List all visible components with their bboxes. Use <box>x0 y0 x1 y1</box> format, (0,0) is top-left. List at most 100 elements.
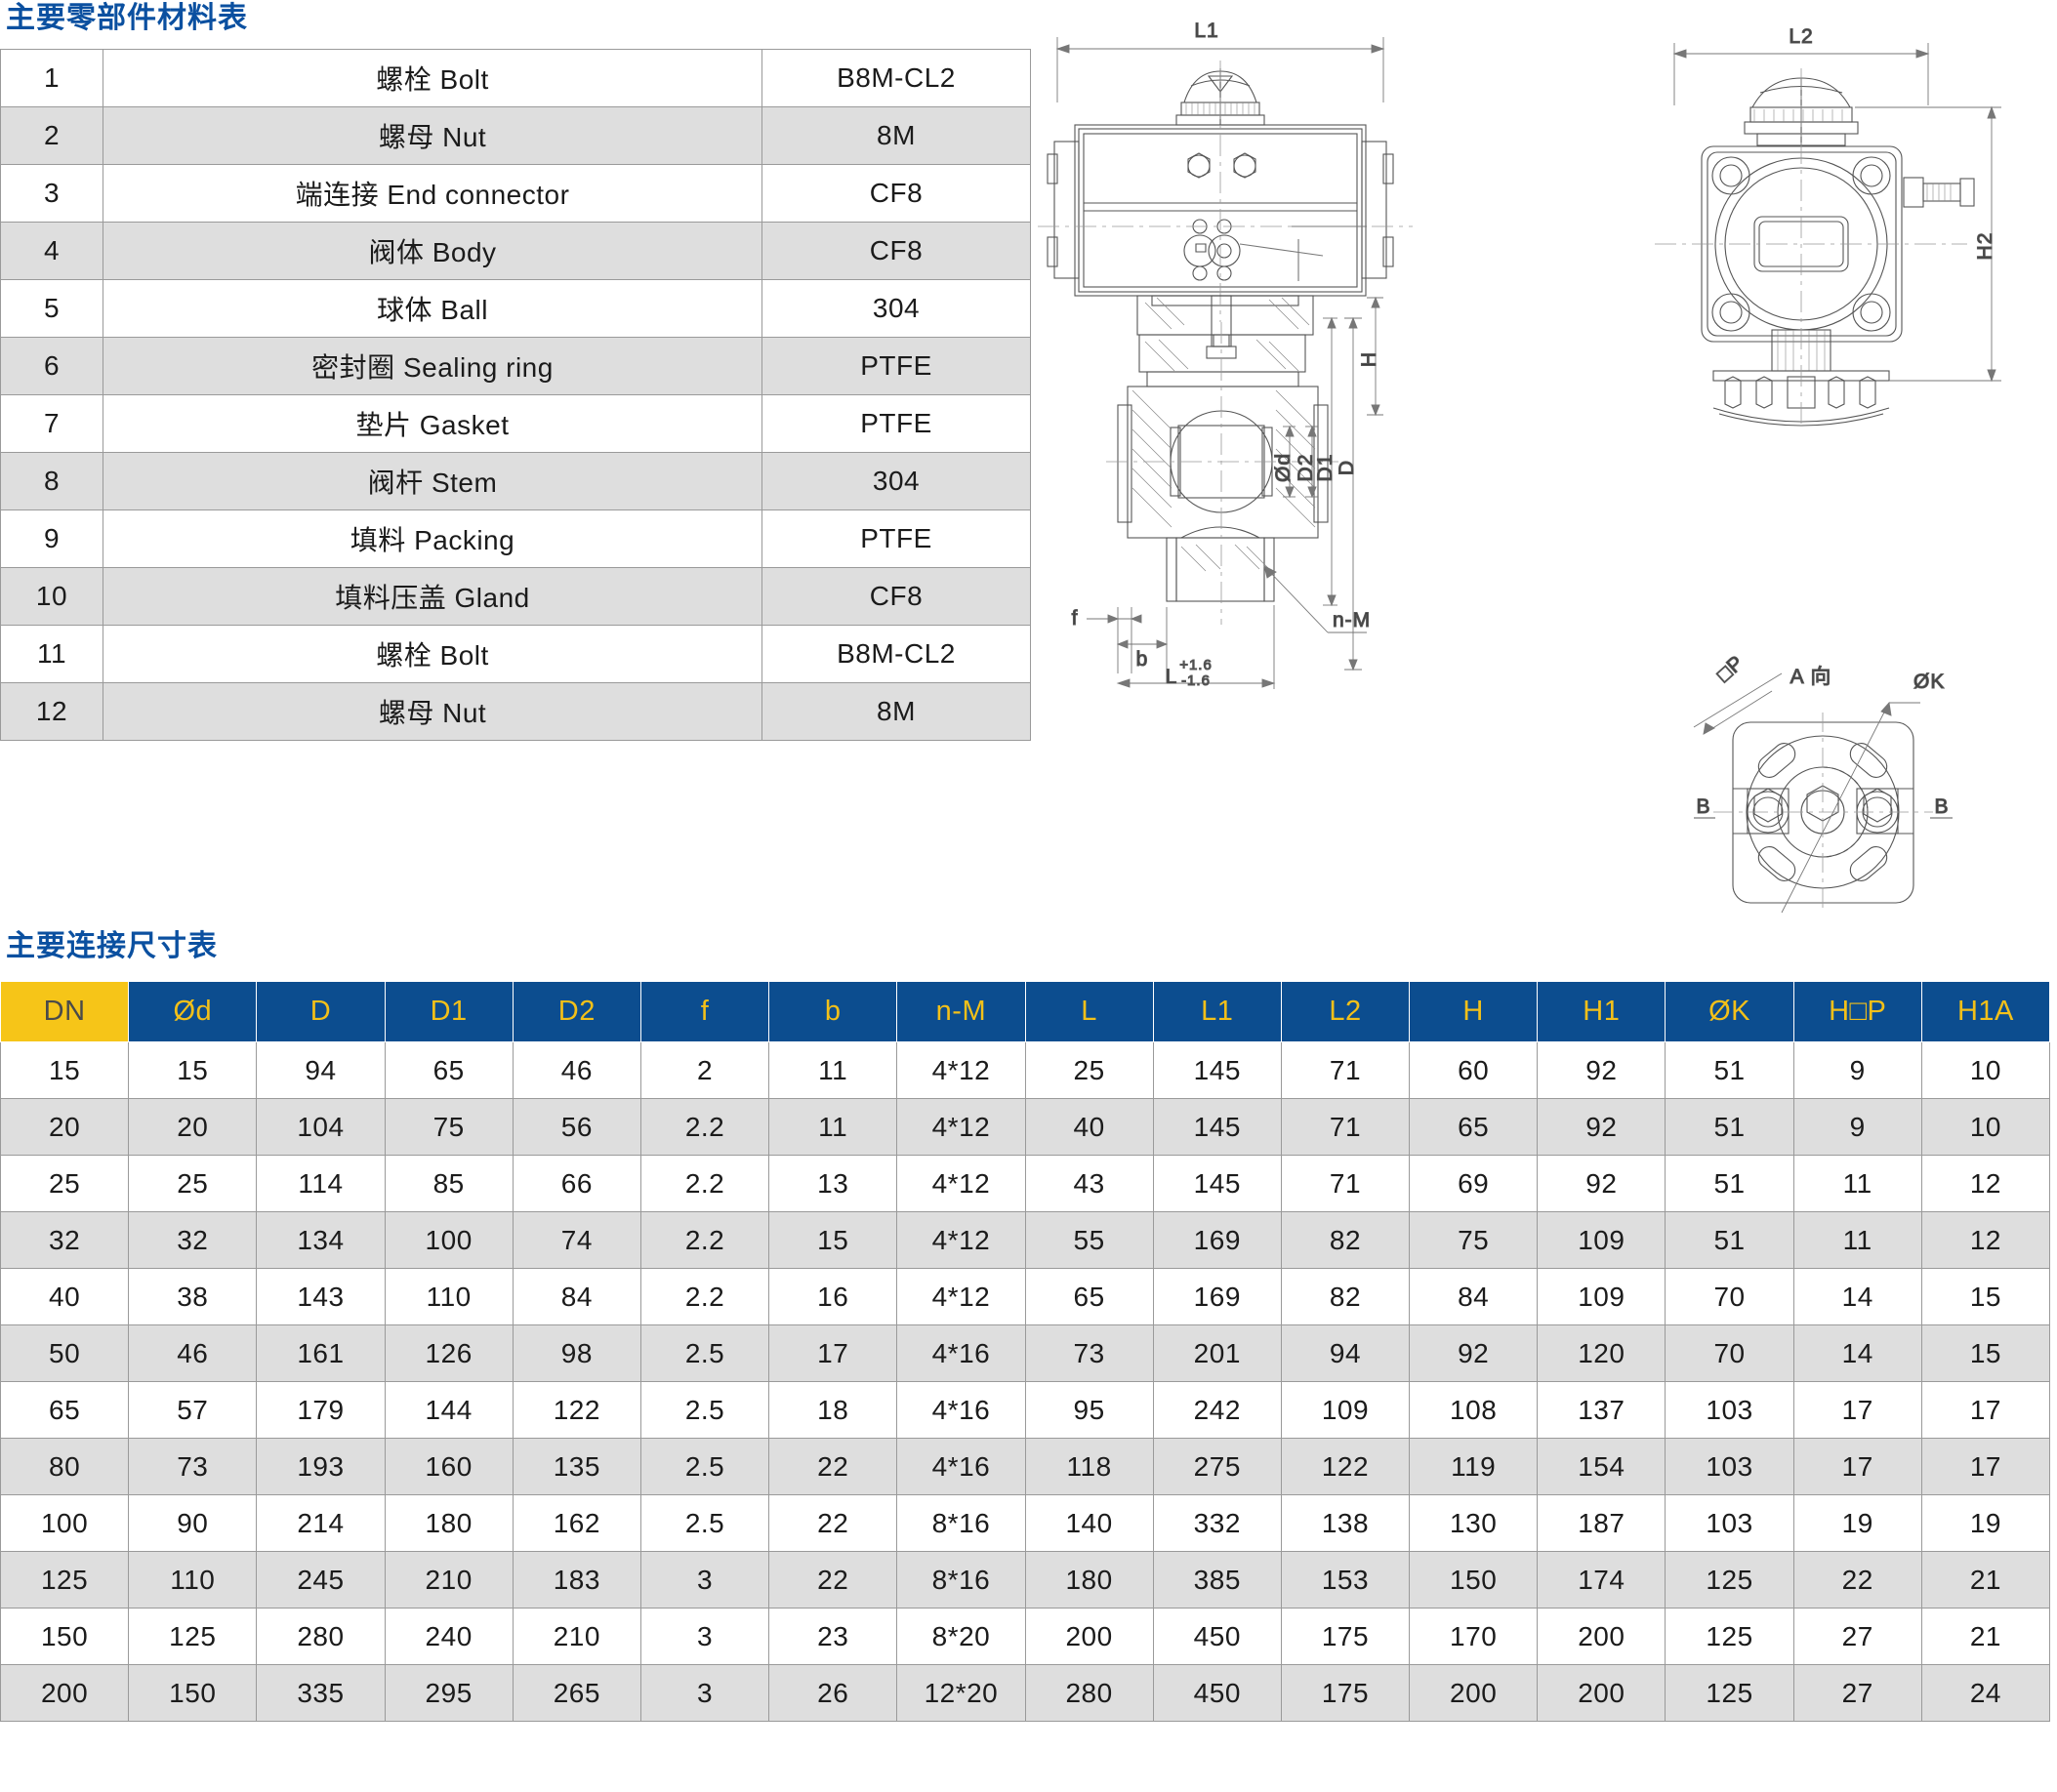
dimensions-value-cell: 25 <box>128 1155 258 1212</box>
dimensions-value-cell: 40 <box>1024 1098 1154 1156</box>
materials-table-row: 8 阀杆 Stem 304 <box>0 452 1031 510</box>
material-name-cell: 螺母 Nut <box>103 682 762 741</box>
dimensions-value-cell: 200 <box>1409 1664 1539 1722</box>
dimensions-value-cell: 98 <box>512 1324 641 1382</box>
material-index-cell: 6 <box>0 337 103 395</box>
dimensions-value-cell: 4*12 <box>896 1268 1026 1325</box>
materials-section: 主要零部件材料表 1 螺栓 Bolt B8M-CL2 2 螺母 Nut 8M 3 端连接 En… <box>0 0 1035 741</box>
dimensions-value-cell: 18 <box>768 1381 898 1439</box>
dimensions-value-cell: 109 <box>1537 1211 1666 1269</box>
dimensions-value-cell: 92 <box>1537 1098 1666 1156</box>
dimensions-value-cell: 385 <box>1152 1551 1282 1609</box>
dim-stack-right <box>1283 296 1383 672</box>
dimensions-value-cell: 140 <box>1024 1494 1154 1552</box>
dimensions-table-row: 200 150 335 295 265 3 26 12*20 280 450 175 200 200 12… <box>0 1664 2051 1722</box>
dimensions-value-cell: 200 <box>1537 1608 1666 1665</box>
dimensions-value-cell: 73 <box>128 1438 258 1495</box>
material-value-cell: 304 <box>761 279 1031 338</box>
dimensions-value-cell: 21 <box>1920 1551 2051 1609</box>
material-value-cell: CF8 <box>761 567 1031 626</box>
material-index-cell: 4 <box>0 222 103 280</box>
dimensions-value-cell: 145 <box>1152 1098 1282 1156</box>
dimensions-value-cell: 92 <box>1537 1041 1666 1099</box>
dimensions-dn-cell: 125 <box>0 1551 130 1609</box>
dimensions-value-cell: 180 <box>384 1494 514 1552</box>
dimensions-value-cell: 46 <box>128 1324 258 1382</box>
material-name-cell: 垫片 Gasket <box>103 394 762 453</box>
dimensions-value-cell: 8*16 <box>896 1494 1026 1552</box>
material-index-cell: 11 <box>0 625 103 683</box>
dimensions-value-cell: 103 <box>1665 1381 1794 1439</box>
dimensions-value-cell: 145 <box>1152 1155 1282 1212</box>
material-name-cell: 螺母 Nut <box>103 106 762 165</box>
material-index-cell: 3 <box>0 164 103 223</box>
material-value-cell: 304 <box>761 452 1031 510</box>
dimensions-value-cell: 19 <box>1792 1494 1922 1552</box>
dimensions-value-cell: 104 <box>256 1098 386 1156</box>
dimensions-value-cell: 3 <box>639 1664 770 1722</box>
dimensions-column-header-b: b <box>768 981 898 1042</box>
dimensions-value-cell: 122 <box>1280 1438 1411 1495</box>
dimensions-dn-cell: 40 <box>0 1268 130 1325</box>
dimensions-value-cell: 82 <box>1280 1268 1411 1325</box>
material-name-cell: 阀体 Body <box>103 222 762 280</box>
dimensions-value-cell: 70 <box>1665 1324 1794 1382</box>
dimensions-value-cell: 4*12 <box>896 1155 1026 1212</box>
material-value-cell: PTFE <box>761 509 1031 568</box>
dimensions-value-cell: 2 <box>639 1041 770 1099</box>
dimensions-column-header-dn: DN <box>0 981 130 1042</box>
dimensions-value-cell: 143 <box>256 1268 386 1325</box>
dimensions-value-cell: 17 <box>1792 1438 1922 1495</box>
dimensions-value-cell: 161 <box>256 1324 386 1382</box>
dimensions-value-cell: 56 <box>512 1098 641 1156</box>
dimensions-value-cell: 175 <box>1280 1608 1411 1665</box>
label-tol-plus: +1.6 <box>1179 657 1213 673</box>
dimensions-dn-cell: 100 <box>0 1494 130 1552</box>
dimensions-value-cell: 170 <box>1409 1608 1539 1665</box>
dimensions-value-cell: 108 <box>1409 1381 1539 1439</box>
dimensions-column-header-n-m: n-M <box>896 981 1026 1042</box>
dimensions-value-cell: 17 <box>1920 1438 2051 1495</box>
dimensions-value-cell: 120 <box>1537 1324 1666 1382</box>
material-name-cell: 填料压盖 Gland <box>103 567 762 626</box>
material-name-cell: 螺栓 Bolt <box>103 49 762 107</box>
dimensions-table-row: 50 46 161 126 98 2.5 17 4*16 73 201 94 92 120 70 14 15 <box>0 1324 2051 1382</box>
label-b-right: B <box>1934 795 1949 818</box>
dimensions-value-cell: 32 <box>128 1211 258 1269</box>
dim-bottom <box>1087 605 1276 689</box>
dimensions-value-cell: 10 <box>1920 1098 2051 1156</box>
materials-table-row: 1 螺栓 Bolt B8M-CL2 <box>0 49 1031 107</box>
dim-h2 <box>1855 105 2001 383</box>
label-od: Ød <box>1272 453 1295 482</box>
dimensions-value-cell: 15 <box>768 1211 898 1269</box>
material-name-cell: 阀杆 Stem <box>103 452 762 510</box>
dimensions-value-cell: 71 <box>1280 1155 1411 1212</box>
dimensions-value-cell: 280 <box>256 1608 386 1665</box>
dimensions-table-row: 65 57 179 144 122 2.5 18 4*16 95 242 109 108 137 103 1… <box>0 1381 2051 1439</box>
dimensions-table-row: 32 32 134 100 74 2.2 15 4*12 55 169 82 75 109 51 11 12 <box>0 1211 2051 1269</box>
dimensions-column-header-l1: L1 <box>1152 981 1282 1042</box>
dimensions-value-cell: 9 <box>1792 1041 1922 1099</box>
dimensions-table-row: 100 90 214 180 162 2.5 22 8*16 140 332 138 130 187 10… <box>0 1494 2051 1552</box>
dimensions-value-cell: 71 <box>1280 1098 1411 1156</box>
label-op: □P <box>1712 651 1748 686</box>
dimensions-value-cell: 154 <box>1537 1438 1666 1495</box>
dimensions-value-cell: 57 <box>128 1381 258 1439</box>
dimensions-value-cell: 65 <box>384 1041 514 1099</box>
label-b-left: B <box>1696 795 1710 818</box>
dimensions-value-cell: 22 <box>1792 1551 1922 1609</box>
dimensions-value-cell: 9 <box>1792 1098 1922 1156</box>
dimensions-value-cell: 125 <box>1665 1551 1794 1609</box>
dimensions-value-cell: 125 <box>1665 1664 1794 1722</box>
dimensions-section: 主要连接尺寸表 DN Ød D D1 D2 f b n-M L L1 L2 H H1 ØK H□P H1A 1… <box>0 932 2057 1722</box>
dimensions-value-cell: 95 <box>1024 1381 1154 1439</box>
dimensions-column-header-d2: D2 <box>512 981 641 1042</box>
dimensions-value-cell: 12 <box>1920 1155 2051 1212</box>
dimensions-value-cell: 335 <box>256 1664 386 1722</box>
dimensions-value-cell: 16 <box>768 1268 898 1325</box>
material-index-cell: 9 <box>0 509 103 568</box>
materials-table-row: 3 端连接 End connector CF8 <box>0 164 1031 223</box>
label-h2: H2 <box>1974 232 1996 261</box>
material-value-cell: 8M <box>761 682 1031 741</box>
dim-l2 <box>1672 43 1930 105</box>
